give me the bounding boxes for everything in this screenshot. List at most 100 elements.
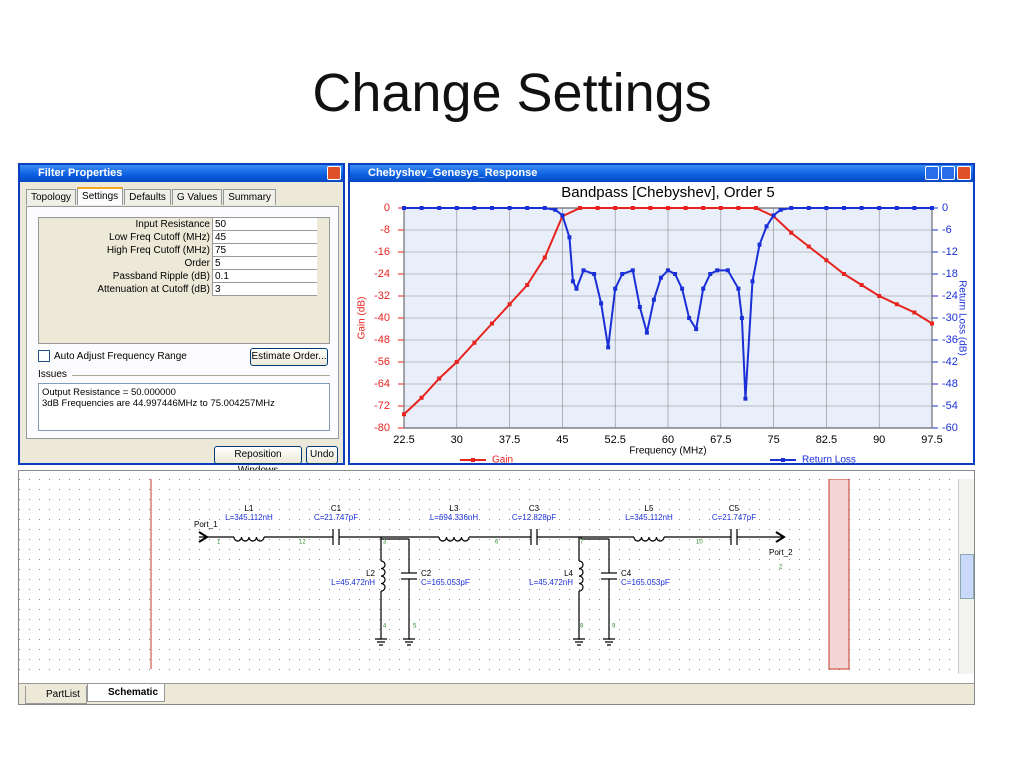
chart: Bandpass [Chebyshev], Order 5 0 -8 -16 -24 -3… (357, 184, 968, 463)
close-button[interactable] (327, 166, 341, 180)
point (402, 206, 406, 210)
tab[interactable]: G Values (171, 189, 223, 205)
tab[interactable]: Defaults (124, 189, 171, 205)
point (778, 207, 783, 212)
point (542, 255, 547, 260)
param-label: Passband Ripple (dB) (39, 270, 213, 283)
point (599, 301, 604, 306)
minimize-button[interactable] (925, 166, 939, 180)
param-value[interactable]: 75 (215, 245, 227, 256)
param-value[interactable]: 0.1 (215, 271, 229, 282)
point (683, 206, 688, 210)
y-tick-label: -40 (374, 312, 390, 324)
component-name: L2 (366, 569, 375, 578)
point (567, 235, 572, 240)
point (472, 206, 477, 210)
param-value[interactable]: 5 (215, 258, 221, 269)
inductor (380, 560, 386, 592)
estimate-button[interactable]: Estimate Order... (250, 348, 328, 366)
point (859, 206, 864, 210)
scroll-thumb[interactable] (960, 554, 974, 599)
component-name: L1 (245, 504, 254, 513)
point (637, 305, 642, 309)
param-value[interactable]: 3 (215, 284, 221, 295)
component-value: L=345.112nH (225, 513, 273, 522)
button[interactable]: Undo (306, 446, 338, 464)
point (490, 206, 494, 210)
x-axis-label: Frequency (MHz) (629, 446, 706, 457)
point (560, 213, 565, 218)
y-tick-label: -64 (374, 378, 390, 390)
auto-adjust[interactable]: Auto Adjust Frequency Range (38, 350, 187, 362)
component-value: L=45.472nH (529, 578, 573, 587)
y-axis-label: Gain (dB) (357, 297, 368, 340)
window-title: Chebyshev_Genesys_Response (368, 167, 538, 179)
tab[interactable]: Settings (77, 187, 124, 205)
point (842, 272, 846, 276)
component-name: C5 (729, 504, 740, 513)
maximize-button[interactable] (941, 166, 955, 180)
point (725, 268, 730, 273)
chart-title: Bandpass [Chebyshev], Order 5 (561, 184, 774, 201)
param-row: High Freq Cutoff (MHz) 75 (39, 244, 317, 257)
x-tick-label: 60 (662, 434, 674, 446)
component-value: C=165.053pF (621, 578, 670, 587)
ground (403, 638, 415, 646)
x-tick-label: 22.5 (393, 434, 414, 446)
point (606, 345, 611, 350)
port-arrow (198, 531, 209, 543)
x-tick-label: 97.5 (921, 434, 942, 446)
point (806, 244, 811, 249)
y2-tick-label: -36 (942, 334, 958, 346)
checkbox[interactable] (38, 350, 50, 362)
y-tick-label: -48 (374, 334, 390, 346)
tab[interactable]: Topology (26, 189, 77, 205)
tab[interactable]: Summary (223, 189, 277, 205)
point (437, 376, 442, 381)
close-button[interactable] (957, 166, 971, 180)
point (736, 206, 741, 210)
y-tick-label: -80 (374, 422, 390, 434)
point (701, 206, 706, 210)
point (743, 396, 748, 401)
separator (72, 375, 330, 376)
point (764, 224, 769, 229)
point (718, 206, 723, 210)
y-tick-label: -56 (374, 356, 390, 368)
tab[interactable]: Schematic (87, 684, 166, 702)
point (490, 321, 494, 326)
component-value: C=165.053pF (421, 578, 470, 587)
tab[interactable]: PartList (25, 686, 87, 704)
port-label: Port_1 (194, 520, 218, 529)
component-value: L=694.336nH (430, 513, 478, 522)
point (680, 286, 685, 291)
point (419, 395, 424, 400)
point (651, 297, 656, 302)
checkbox-label: Auto Adjust Frequency Range (54, 350, 187, 362)
x-tick-label: 67.5 (710, 434, 731, 446)
param-value[interactable]: 45 (215, 232, 227, 243)
scrollbar[interactable] (958, 479, 974, 674)
point (525, 206, 530, 210)
point (553, 207, 558, 212)
point (736, 286, 741, 291)
node-label: 6 (495, 540, 499, 546)
point (789, 206, 794, 210)
point (694, 327, 699, 331)
schematic-window: Port_1 Port_2 L1 L=345.112nH C1 C=21.747pF L3 L… (18, 470, 975, 705)
wire-gap (531, 534, 537, 540)
point (708, 272, 713, 276)
param-row: Input Resistance 50 (39, 218, 317, 231)
grid (19, 479, 959, 671)
point (912, 206, 917, 210)
button[interactable]: Reposition Windows (214, 446, 302, 476)
component-name: L3 (450, 504, 459, 513)
point (894, 206, 899, 210)
point (644, 330, 649, 335)
node-label: 3 (383, 540, 387, 546)
y2-tick-label: -54 (942, 400, 958, 412)
x-tick-label: 82.5 (816, 434, 837, 446)
x-tick-label: 30 (451, 434, 463, 446)
param-value[interactable]: 50 (215, 219, 227, 230)
window-title: Filter Properties (38, 167, 123, 179)
